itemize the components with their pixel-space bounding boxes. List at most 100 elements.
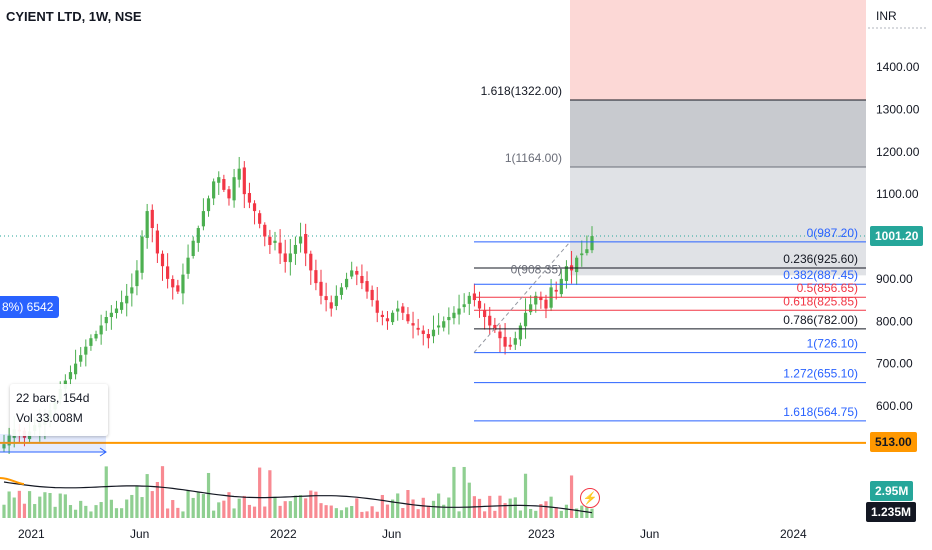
candle-body [493, 324, 497, 330]
volume-bar [554, 507, 558, 518]
volume-bar [411, 499, 415, 518]
volume-bar [145, 474, 149, 518]
candle-body [298, 236, 303, 244]
candle-body [283, 253, 287, 262]
volume-bar [503, 503, 507, 518]
volume-bar [575, 508, 579, 518]
volume-bar [186, 490, 190, 518]
price-tick-label: 600.00 [876, 399, 913, 413]
candle-body [416, 327, 420, 330]
candle-body [350, 270, 354, 277]
volume-bar [590, 508, 594, 518]
candle-body [426, 334, 430, 339]
lightning-icon[interactable]: ⚡ [580, 488, 600, 508]
fib-level-label: 0.236(925.60) [783, 252, 858, 266]
measure-range-fill [0, 434, 106, 452]
volume-bar [140, 497, 144, 518]
candle-body [575, 257, 579, 273]
volume-bar [585, 499, 589, 518]
candle-body [222, 179, 226, 190]
volume-bar [79, 500, 83, 518]
time-tick-label: 2021 [18, 527, 45, 541]
volume-bar [120, 508, 124, 518]
volume-bar [421, 497, 425, 518]
candle-body [380, 314, 384, 318]
candle-body [79, 355, 83, 362]
candle-body [580, 253, 584, 256]
symbol-title[interactable]: CYIENT LTD, 1W, NSE [6, 9, 142, 24]
fib-extension-zones [570, 0, 866, 276]
candle-body [145, 211, 149, 238]
candle-body [104, 317, 108, 324]
volume-badge: 2.95M [870, 481, 914, 501]
currency-label: INR [876, 9, 897, 23]
candle-body [73, 363, 78, 375]
fib-trend-line [473, 241, 571, 353]
candle-body [201, 211, 206, 227]
volume-bar [564, 504, 569, 518]
volume-bar [523, 473, 528, 518]
volume-bar [462, 466, 466, 518]
time-tick-label: 2023 [528, 527, 555, 541]
volume-bar [298, 495, 303, 518]
candle-body [437, 325, 441, 328]
volume-bar [493, 510, 497, 518]
fib-zone-dark [570, 100, 866, 168]
volume-bar [268, 470, 272, 518]
candle-body [554, 289, 558, 292]
candle-body [344, 278, 349, 288]
volume-bar [457, 511, 461, 518]
candle-body [84, 346, 88, 355]
volume-bar [166, 508, 170, 518]
candle-body [513, 338, 517, 345]
level-513-badge: 513.00 [870, 432, 917, 452]
volume-bar [222, 500, 226, 518]
time-tick-label: 2022 [270, 527, 297, 541]
candle-body [396, 308, 400, 312]
candle-body [150, 209, 154, 229]
candle-body [155, 230, 159, 254]
volume-bar [247, 504, 252, 518]
volume-bar [452, 466, 456, 518]
candle-body [564, 266, 569, 281]
price-axis[interactable]: INR1400.001300.001200.001100.001000.0090… [868, 9, 926, 413]
fib-level-label: 0(987.20) [807, 226, 858, 240]
price-tick-label: 1200.00 [876, 145, 920, 159]
candle-body [196, 228, 200, 243]
volume-bar [99, 502, 103, 518]
measure-volume-text: Vol 33.008M [16, 411, 83, 425]
volume-bar [534, 510, 538, 518]
volume-bar [513, 497, 517, 518]
fib-lines: 0(987.20) 0.236(925.60) 0.382(887.45)0.5(8… [474, 84, 866, 422]
candle-body [135, 270, 139, 287]
time-axis[interactable]: 2021 Jun 2022 Jun 2023 Jun 2024 [18, 527, 807, 541]
fib-level-label: 1.272(655.10) [783, 367, 858, 381]
fib-level-label: 0.5(856.65) [797, 281, 858, 295]
volume-bars [0, 466, 594, 518]
last-price-badge: 1001.20 [870, 226, 924, 246]
candle-body [227, 189, 231, 199]
candle-body [523, 312, 528, 327]
volume-bar [293, 495, 298, 518]
candle-body [401, 306, 405, 313]
volume-bar [508, 498, 512, 518]
candle-body [457, 308, 461, 315]
fib-zero-label: 0(908.35) [511, 262, 562, 276]
volume-bar [150, 491, 154, 518]
candle-body [534, 295, 538, 305]
volume-bar [73, 509, 78, 518]
candle-body [539, 296, 543, 301]
volume-bar [237, 498, 241, 518]
volume-bar [232, 508, 236, 518]
candle-body [585, 249, 589, 254]
volume-bar [350, 505, 354, 518]
fib-level-label: 0.618(825.85) [783, 294, 858, 308]
volume-bar [252, 506, 257, 518]
volume-bar [467, 482, 471, 518]
volume-bar [196, 492, 200, 518]
volume-bar [283, 501, 287, 518]
candle-body [421, 330, 425, 334]
candle-body [181, 274, 185, 294]
volume-bar [518, 510, 523, 518]
